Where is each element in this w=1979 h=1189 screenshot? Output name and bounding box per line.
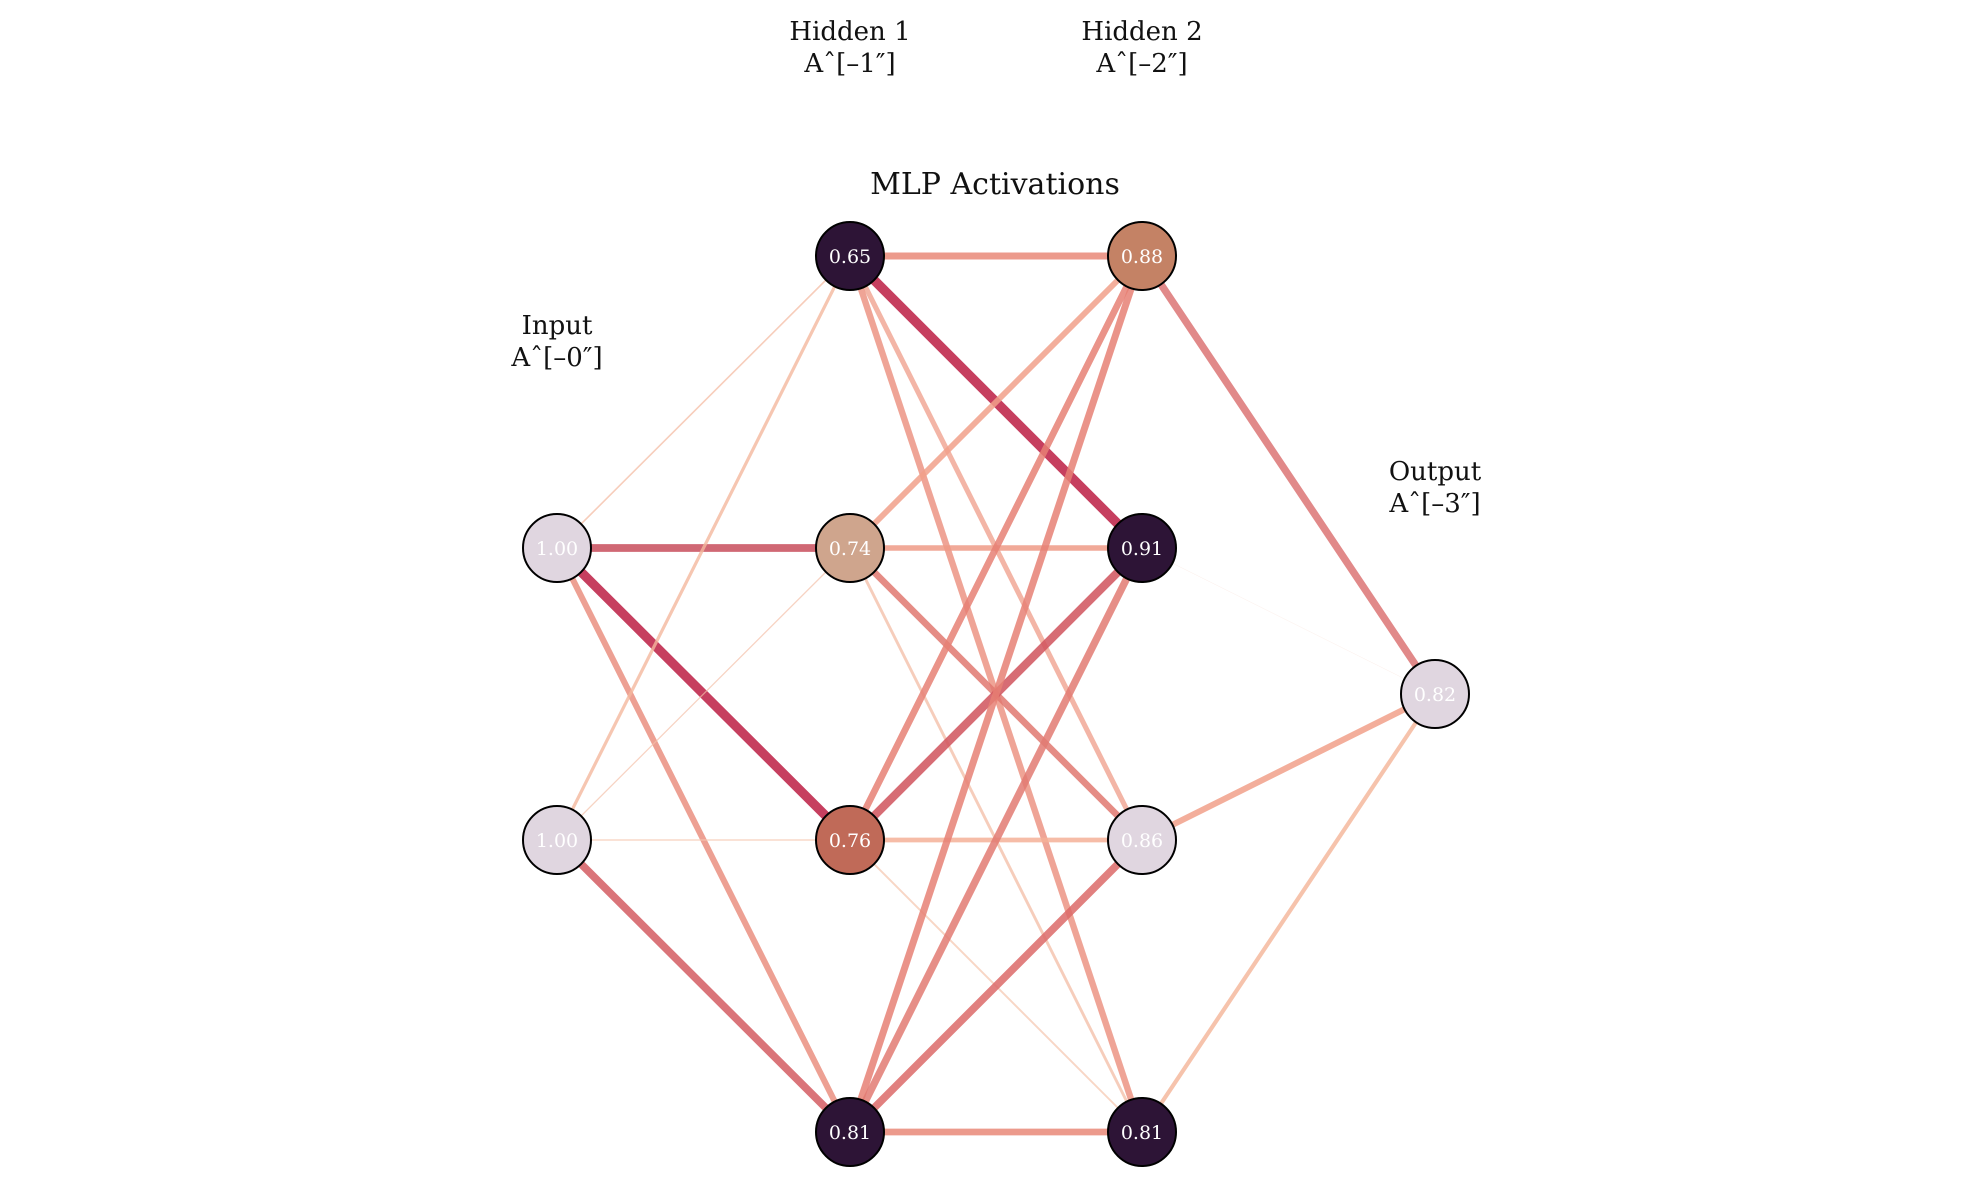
layer-name-hidden1: Hidden 1 [789, 17, 910, 47]
layer-notation-hidden1: Aˆ[–1″] [803, 49, 895, 79]
node-value-label: 1.00 [536, 538, 578, 560]
node-value-label: 0.74 [829, 538, 871, 560]
node-circle [1107, 513, 1177, 583]
node-value-label: 1.00 [536, 830, 578, 852]
connection-layer [552, 251, 1439, 1136]
connection-l0n1-l1n3 [553, 836, 854, 1136]
node-hidden2-1: 0.91 [1107, 513, 1177, 583]
node-circle [1107, 805, 1177, 875]
node-value-label: 0.65 [829, 246, 871, 268]
connection-l2n0-l3n0 [1138, 252, 1439, 698]
connection-l1n3-l2n0 [846, 252, 1146, 1136]
node-hidden2-3: 0.81 [1107, 1097, 1177, 1167]
node-value-label: 0.86 [1121, 830, 1163, 852]
node-circle [815, 221, 885, 291]
connection-l0n1-l1n0 [555, 254, 852, 842]
connection-l0n0-l1n0 [556, 255, 851, 549]
layer-notation-hidden2: Aˆ[–2″] [1095, 49, 1187, 79]
node-circle [815, 805, 885, 875]
node-input-0: 1.00 [522, 513, 592, 583]
node-circle [1107, 1097, 1177, 1167]
diagram-title: MLP Activations [870, 167, 1120, 202]
layer-notation-input: Aˆ[–0″] [510, 343, 602, 373]
node-circle [1107, 221, 1177, 291]
node-hidden1-2: 0.76 [815, 805, 885, 875]
node-value-label: 0.81 [1121, 1122, 1163, 1144]
layer-notation-output: Aˆ[–3″] [1388, 489, 1480, 519]
node-value-label: 0.91 [1121, 538, 1163, 560]
node-circle [815, 1097, 885, 1167]
node-hidden1-1: 0.74 [815, 513, 885, 583]
connection-l2n2-l3n0 [1138, 690, 1439, 844]
node-layer: 1.00 1.00 0.65 0.74 0.76 0.81 0.88 0.91 0.86 0.81… [522, 221, 1470, 1167]
node-circle [1400, 659, 1470, 729]
node-circle [815, 513, 885, 583]
connection-l0n1-l1n1 [556, 547, 851, 841]
connection-l2n1-l3n0 [1141, 547, 1436, 695]
node-hidden2-0: 0.88 [1107, 221, 1177, 291]
layer-name-input: Input [522, 311, 593, 341]
node-output-0: 0.82 [1400, 659, 1470, 729]
connection-l1n2-l2n0 [846, 252, 1146, 844]
node-value-label: 0.76 [829, 830, 871, 852]
node-hidden2-2: 0.86 [1107, 805, 1177, 875]
node-input-1: 1.00 [522, 805, 592, 875]
node-hidden1-0: 0.65 [815, 221, 885, 291]
layer-name-hidden2: Hidden 2 [1081, 17, 1202, 47]
connection-l1n3-l2n2 [846, 836, 1146, 1136]
node-circle [522, 805, 592, 875]
layer-name-output: Output [1389, 457, 1482, 487]
node-hidden1-3: 0.81 [815, 1097, 885, 1167]
node-value-label: 0.81 [829, 1122, 871, 1144]
node-value-label: 0.88 [1121, 246, 1163, 268]
connection-l2n3-l3n0 [1139, 691, 1438, 1135]
node-value-label: 0.82 [1414, 684, 1456, 706]
node-circle [522, 513, 592, 583]
connection-l1n1-l2n0 [847, 253, 1145, 551]
connection-l1n3-l2n1 [846, 544, 1146, 1136]
